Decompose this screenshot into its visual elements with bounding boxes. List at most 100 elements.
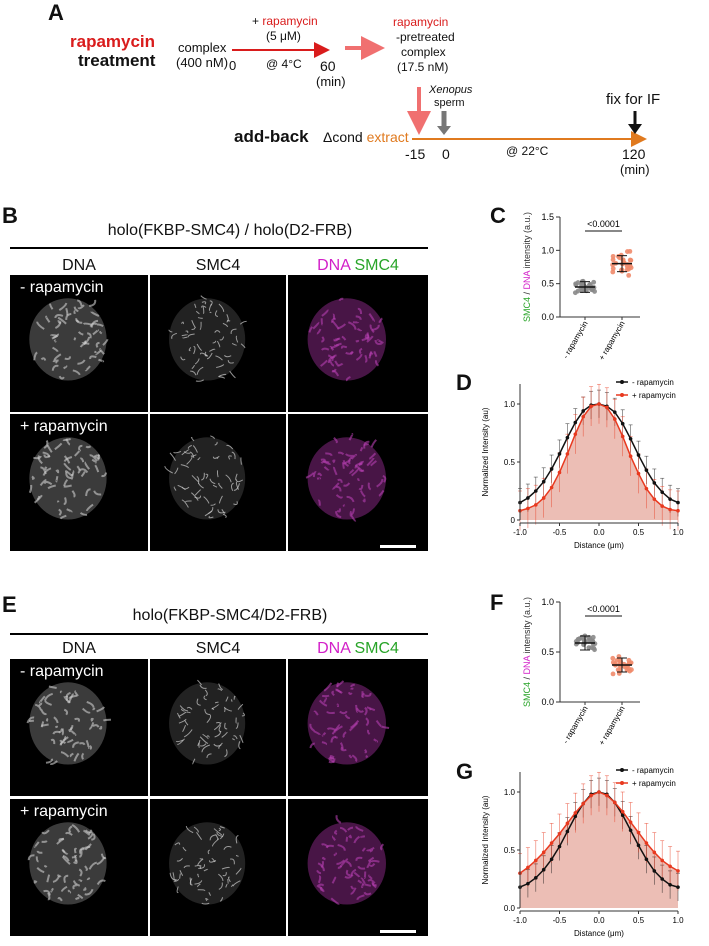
fix-arrow-head <box>628 124 642 134</box>
series-point <box>565 821 570 826</box>
series-point <box>549 485 554 490</box>
series-point <box>534 876 538 880</box>
series-point <box>573 814 578 819</box>
time-unit-2: (min) <box>620 162 650 177</box>
extract-word: extract <box>366 129 409 145</box>
pretreated-1: rapamycin <box>393 15 449 29</box>
complex-label: complex <box>178 40 227 55</box>
panel-b-row-minus-rapamycin: - rapamycin <box>20 279 104 296</box>
x-tick-label: 0.5 <box>633 528 645 537</box>
data-point <box>589 645 594 651</box>
data-point <box>624 267 630 273</box>
series-point <box>676 500 680 505</box>
y-axis-label: Normalized Intensity (au) <box>481 407 490 496</box>
series-point <box>660 504 664 508</box>
panel-b-plus-rapamycin-smc4-image <box>150 414 286 551</box>
temp-22c: @ 22°C <box>506 144 549 158</box>
series-point <box>573 432 578 436</box>
category-label: - rapamycin <box>561 320 590 361</box>
series-point <box>628 454 633 458</box>
add-back-label: add-back <box>234 127 309 146</box>
data-point <box>620 257 626 263</box>
series-point <box>541 479 546 484</box>
merge-dna-word: DNA <box>317 257 350 274</box>
panel-e-title: holo(FKBP-SMC4/D2-FRB) <box>132 607 328 624</box>
panel-b-minus-rapamycin-dna-image <box>10 275 148 412</box>
y-tick-label: 1.0 <box>504 788 516 797</box>
series-point <box>581 409 585 413</box>
pretreated-4: (17.5 nM) <box>397 60 449 74</box>
y-tick-label: 0.0 <box>541 312 554 322</box>
x-axis-label: Distance (μm) <box>574 541 624 550</box>
dcond-extract-label: Δcond extract <box>323 129 409 145</box>
data-point <box>590 638 596 644</box>
y-label-part: / <box>522 675 532 683</box>
rapamycin-treatment-title-2: treatment <box>78 51 156 70</box>
panel-b-title: holo(FKBP-SMC4) / holo(D2-FRB) <box>107 222 353 239</box>
panel-b-col-merge: DNA SMC4 <box>288 257 428 275</box>
x-tick-label: 1.0 <box>672 528 684 537</box>
series-point <box>620 813 625 817</box>
series-point <box>526 881 530 886</box>
data-point <box>610 655 616 661</box>
series-point <box>676 869 680 873</box>
panel-e-row-minus-rapamycin: - rapamycin <box>20 663 104 680</box>
series-point <box>613 800 617 805</box>
x-tick-label: -0.5 <box>553 916 567 925</box>
data-point <box>627 668 633 674</box>
series-point <box>652 497 657 501</box>
y-label-part: intensity (a.u.) <box>522 597 532 656</box>
panel-e-minus-rapamycin-smc4-image <box>150 659 286 796</box>
panel-b-title-rule <box>10 247 428 249</box>
data-point <box>614 657 620 663</box>
legend-label: - rapamycin <box>632 378 674 387</box>
y-tick-label: 0 <box>511 516 516 525</box>
data-point <box>587 281 593 287</box>
series-point <box>620 809 625 814</box>
rapamycin-word: rapamycin <box>262 14 318 28</box>
panel-b-row-plus-rapamycin: + rapamycin <box>20 418 108 435</box>
panel-e-plus-rapamycin-merge-image <box>288 799 428 936</box>
x-tick-label: -0.5 <box>553 528 567 537</box>
y-label-part: SMC4 <box>522 682 532 707</box>
dcond-word: Δcond <box>323 129 367 145</box>
panel-g-letter: G <box>456 759 474 784</box>
panel-a-letter: A <box>48 0 64 25</box>
data-point <box>628 265 634 271</box>
series-point <box>644 468 649 472</box>
y-axis-label: SMC4 / DNA intensity (a.u.) <box>522 597 532 707</box>
series-point <box>636 830 641 835</box>
series-point <box>526 865 530 870</box>
series-point <box>534 489 538 493</box>
series-point <box>541 496 546 500</box>
series-point <box>613 417 617 421</box>
panel-e-minus-rapamycin-merge-image <box>288 659 428 796</box>
panel-e-col-merge: DNA SMC4 <box>288 640 428 658</box>
data-point <box>591 279 597 285</box>
merge-dna-word: DNA <box>317 640 350 657</box>
rapamycin-conc: (5 μM) <box>266 29 301 43</box>
fix-for-if-label: fix for IF <box>606 91 661 108</box>
x-axis-label: Distance (μm) <box>574 929 624 938</box>
series-point <box>644 486 649 491</box>
category-label: + rapamycin <box>597 705 627 747</box>
series-point <box>549 841 554 845</box>
data-point <box>626 272 632 278</box>
panel-f-letter: F <box>490 590 504 615</box>
chart-f: 0.0 0.5 1.0 SMC4 / DNA intensity (a.u.) - ra… <box>522 597 640 747</box>
sperm-label: sperm <box>434 97 465 109</box>
series-point <box>644 857 649 862</box>
time-0: 0 <box>229 58 237 73</box>
series-point <box>549 467 554 471</box>
panel-e-row-plus-rapamycin: + rapamycin <box>20 803 108 820</box>
panel-d-letter: D <box>456 370 472 395</box>
series-point <box>605 405 609 410</box>
y-tick-label: 1.0 <box>541 245 554 255</box>
y-label-part: SMC4 <box>522 297 532 322</box>
series-point <box>573 420 578 425</box>
data-point <box>627 257 633 263</box>
merge-smc4-word: SMC4 <box>354 257 399 274</box>
series-point <box>597 790 601 794</box>
series-point <box>534 858 538 863</box>
y-axis-label: Normalized Intensity (au) <box>481 795 490 884</box>
